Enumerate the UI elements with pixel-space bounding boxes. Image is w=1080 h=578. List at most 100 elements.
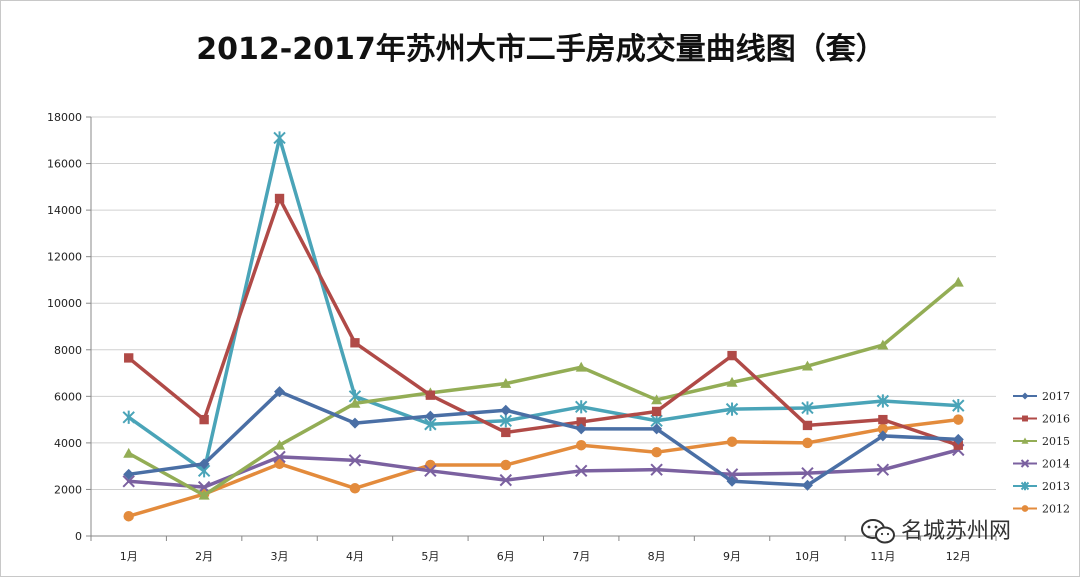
data-point	[575, 423, 587, 435]
data-point	[349, 483, 361, 494]
data-point	[651, 406, 662, 417]
x-tick-label: 3月	[271, 550, 289, 563]
legend-item-2014: 2014	[1013, 458, 1070, 471]
data-point	[1022, 415, 1028, 422]
series-line	[126, 448, 961, 489]
y-tick-label: 10000	[47, 297, 82, 310]
data-point	[726, 436, 738, 447]
data-point	[651, 423, 663, 435]
data-point	[876, 394, 890, 408]
data-point	[575, 361, 587, 372]
legend-label: 2015	[1042, 435, 1070, 448]
y-tick-label: 2000	[54, 483, 82, 496]
legend-item-2012: 2012	[1013, 503, 1070, 516]
x-tick-label: 6月	[497, 550, 515, 563]
data-point	[122, 410, 135, 424]
series-2016	[124, 193, 963, 450]
legend-item-2016: 2016	[1013, 413, 1070, 426]
data-point	[500, 378, 512, 388]
data-point	[952, 433, 964, 445]
y-axis-tick-labels: 0 2000 4000 6000 8000 10000 12000 14000 16000 180…	[47, 111, 82, 543]
x-tick-label: 7月	[572, 550, 590, 563]
data-point	[1020, 459, 1030, 468]
data-point	[651, 446, 662, 458]
y-tick-label: 14000	[47, 204, 82, 217]
data-point	[274, 458, 285, 470]
x-tick-label: 9月	[723, 550, 741, 563]
axes	[86, 116, 997, 541]
data-point	[650, 463, 663, 476]
data-point	[425, 390, 436, 400]
data-point	[878, 414, 888, 425]
data-point	[801, 401, 814, 415]
series-line	[126, 136, 961, 473]
chart-title: 2012-2017年苏州大市二手房成交量曲线图（套）	[196, 32, 885, 67]
y-tick-label: 16000	[47, 158, 82, 171]
data-point	[802, 420, 813, 431]
data-point	[952, 276, 964, 287]
data-point	[124, 353, 134, 363]
data-point	[801, 479, 813, 491]
series-line	[126, 389, 961, 488]
data-point	[877, 423, 889, 435]
data-point	[198, 489, 210, 500]
y-tick-label: 8000	[54, 344, 82, 357]
data-point	[876, 463, 890, 476]
y-tick-label: 12000	[47, 251, 82, 264]
legend-label: 2017	[1042, 390, 1070, 403]
data-point	[123, 468, 135, 480]
data-point	[953, 414, 964, 425]
watermark: 名城苏州网	[861, 519, 1011, 544]
x-tick-label: 11月	[870, 550, 895, 563]
y-tick-label: 6000	[54, 390, 82, 403]
x-tick-label: 8月	[648, 550, 666, 563]
series-line	[126, 196, 961, 447]
data-point	[122, 475, 135, 488]
data-point	[651, 394, 663, 405]
series-2017	[123, 386, 964, 491]
data-point	[575, 464, 588, 478]
x-axis-tick-labels: 1月 2月 3月 4月 5月 6月 7月 8月 9月 10月 11月 12月	[120, 550, 971, 563]
data-point	[274, 386, 286, 398]
data-point	[575, 400, 588, 414]
legend-item-2017: 2017	[1013, 390, 1070, 403]
data-point	[1020, 481, 1030, 491]
data-point	[123, 447, 135, 458]
data-point	[274, 439, 286, 450]
data-point	[576, 417, 586, 427]
data-point	[348, 454, 362, 467]
data-point	[802, 437, 813, 449]
x-tick-label: 1月	[120, 550, 138, 563]
data-point	[1021, 437, 1029, 444]
wechat-icon	[861, 519, 895, 544]
legend-label: 2012	[1042, 503, 1070, 516]
data-point	[499, 473, 512, 487]
data-point	[273, 450, 286, 464]
data-point	[349, 417, 361, 429]
series-line	[126, 417, 961, 518]
legend-label: 2016	[1042, 413, 1070, 426]
x-tick-label: 4月	[346, 550, 364, 563]
series-2014	[122, 443, 965, 494]
x-tick-label: 10月	[795, 550, 820, 563]
data-point	[273, 131, 286, 145]
legend-item-2015: 2015	[1013, 435, 1070, 448]
legend-label: 2014	[1042, 458, 1070, 471]
watermark-text: 名城苏州网	[901, 519, 1011, 544]
data-point	[953, 440, 963, 450]
data-point	[1021, 392, 1029, 400]
data-point	[500, 404, 512, 416]
data-point	[500, 459, 512, 471]
data-point	[424, 410, 436, 422]
legend-label: 2013	[1042, 480, 1070, 493]
data-point	[877, 339, 889, 350]
data-point	[726, 475, 738, 487]
data-point	[424, 464, 437, 478]
data-point	[727, 350, 737, 361]
y-tick-label: 4000	[54, 437, 82, 450]
data-point	[274, 193, 285, 204]
legend: 2017 2016 2015 2014 2013 2012	[1013, 390, 1070, 516]
series-line	[126, 280, 961, 498]
